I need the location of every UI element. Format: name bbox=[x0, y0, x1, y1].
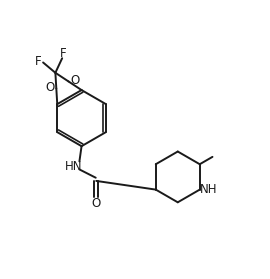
Text: O: O bbox=[92, 197, 101, 210]
Text: HN: HN bbox=[65, 160, 82, 173]
Text: NH: NH bbox=[200, 182, 218, 196]
Text: O: O bbox=[45, 81, 54, 93]
Text: F: F bbox=[60, 47, 67, 60]
Text: F: F bbox=[35, 56, 42, 68]
Text: O: O bbox=[70, 74, 80, 86]
